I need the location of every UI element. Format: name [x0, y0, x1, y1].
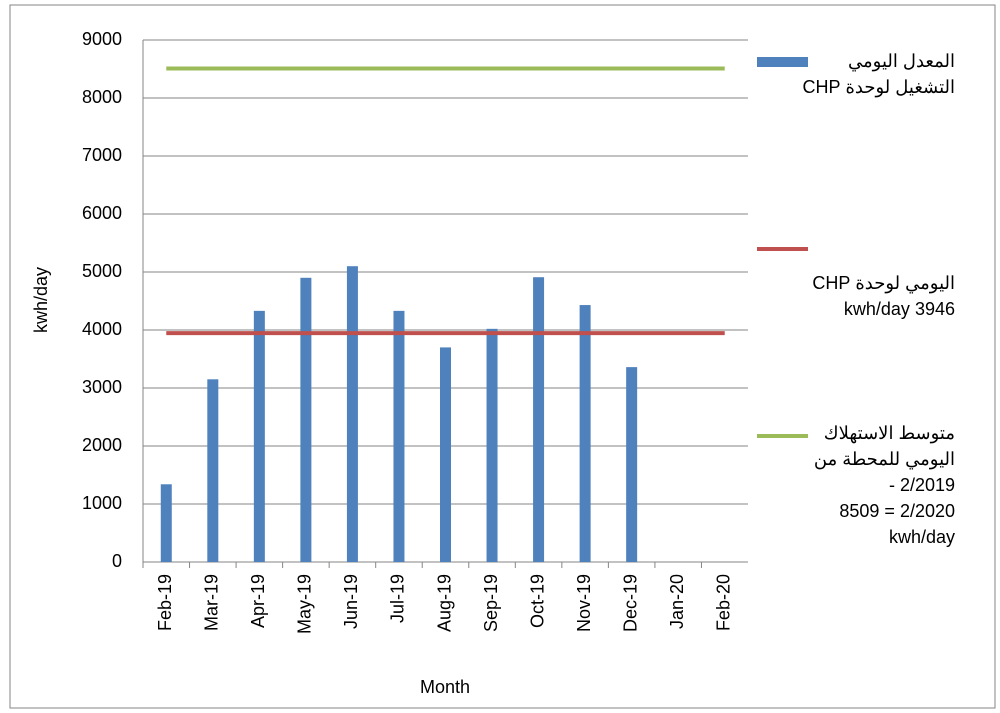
bar — [393, 310, 405, 562]
legend-label: متوسط الاستهلاك اليومي للمحطة من 2/2019 … — [813, 423, 955, 547]
bar — [440, 347, 451, 562]
bar — [253, 310, 265, 562]
x-tick-label: Jun-19 — [341, 574, 361, 629]
y-tick-label: 8000 — [82, 87, 122, 107]
bar — [300, 277, 312, 562]
bar — [486, 328, 498, 562]
y-tick-label: 7000 — [82, 145, 122, 165]
y-tick-label: 6000 — [82, 203, 122, 223]
y-tick-label: 1000 — [82, 493, 122, 513]
legend-label: المعدل اليومي التشغيل لوحدة CHP — [802, 51, 955, 97]
y-tick-label: 4000 — [82, 319, 122, 339]
bar — [533, 277, 545, 562]
x-tick-label: Oct-19 — [527, 574, 547, 628]
y-tick-label: 9000 — [82, 29, 122, 49]
x-tick-label: Dec-19 — [620, 574, 640, 632]
y-tick-label: 5000 — [82, 261, 122, 281]
bar — [579, 305, 591, 562]
x-tick-label: Apr-19 — [248, 574, 268, 628]
y-tick-label: 0 — [112, 551, 122, 571]
y-axis-label: kwh/day — [31, 267, 51, 333]
bar — [160, 484, 172, 562]
x-tick-label: May-19 — [295, 574, 315, 634]
bar — [626, 367, 638, 562]
x-tick-label: Feb-19 — [155, 574, 175, 631]
x-tick-label: Mar-19 — [202, 574, 222, 631]
x-tick-label: Nov-19 — [574, 574, 594, 632]
chart-border — [9, 4, 996, 709]
x-tick-label: Jan-20 — [667, 574, 687, 629]
x-axis-label: Month — [420, 677, 470, 697]
y-tick-label: 2000 — [82, 435, 122, 455]
bar — [346, 266, 358, 562]
legend-swatch — [757, 57, 808, 67]
x-tick-label: Feb-20 — [713, 574, 733, 631]
x-tick-label: Jul-19 — [388, 574, 408, 623]
bar — [207, 379, 219, 562]
y-tick-label: 3000 — [82, 377, 122, 397]
x-tick-label: Aug-19 — [434, 574, 454, 632]
x-tick-label: Sep-19 — [481, 574, 501, 632]
legend-label: اليومي لوحدة CHP 3946 kwh/day — [812, 273, 955, 319]
